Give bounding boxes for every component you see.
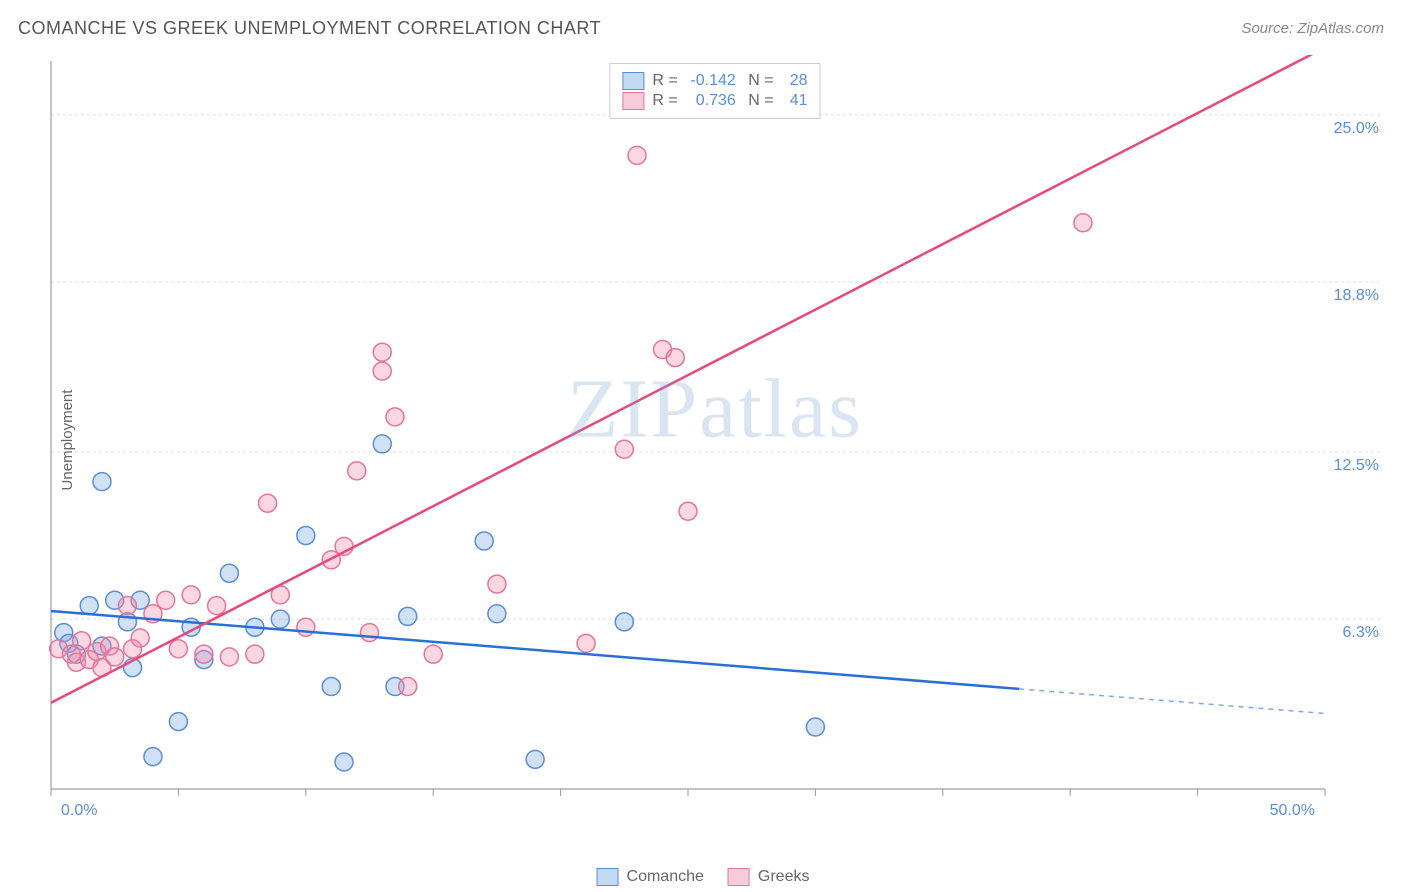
legend-item-greeks: Greeks <box>728 868 810 886</box>
greeks-n-value: 41 <box>782 92 808 110</box>
scatter-plot-svg: 6.3% 12.5% 18.8% 25.0% 0.0% 50.0% <box>45 55 1385 825</box>
r-label: R = <box>652 92 677 110</box>
comanche-legend-swatch <box>597 868 619 886</box>
svg-text:25.0%: 25.0% <box>1334 120 1379 137</box>
greeks-legend-swatch <box>728 868 750 886</box>
greeks-r-value: 0.736 <box>686 92 736 110</box>
bottom-legend: Comanche Greeks <box>597 868 810 886</box>
n-label: N = <box>744 92 774 110</box>
stats-row-comanche: R = -0.142 N = 28 <box>622 72 807 90</box>
chart-container: COMANCHE VS GREEK UNEMPLOYMENT CORRELATI… <box>0 0 1406 892</box>
r-label: R = <box>652 72 677 90</box>
comanche-r-value: -0.142 <box>686 72 736 90</box>
svg-text:50.0%: 50.0% <box>1270 802 1315 819</box>
svg-text:18.8%: 18.8% <box>1334 287 1379 304</box>
source-attribution: Source: ZipAtlas.com <box>1241 20 1384 37</box>
chart-title: COMANCHE VS GREEK UNEMPLOYMENT CORRELATI… <box>18 18 601 39</box>
svg-text:0.0%: 0.0% <box>61 802 97 819</box>
legend-item-comanche: Comanche <box>597 868 704 886</box>
greeks-legend-label: Greeks <box>758 868 810 886</box>
comanche-legend-label: Comanche <box>627 868 704 886</box>
correlation-stats-box: R = -0.142 N = 28 R = 0.736 N = 41 <box>609 63 820 119</box>
chart-area: 6.3% 12.5% 18.8% 25.0% 0.0% 50.0% Unemploymen… <box>45 55 1385 825</box>
y-axis-label: Unemployment <box>59 390 76 491</box>
comanche-swatch <box>622 72 644 90</box>
stats-row-greeks: R = 0.736 N = 41 <box>622 92 807 110</box>
n-label: N = <box>744 72 774 90</box>
comanche-n-value: 28 <box>782 72 808 90</box>
svg-text:12.5%: 12.5% <box>1334 457 1379 474</box>
svg-text:6.3%: 6.3% <box>1343 624 1379 641</box>
greeks-swatch <box>622 92 644 110</box>
